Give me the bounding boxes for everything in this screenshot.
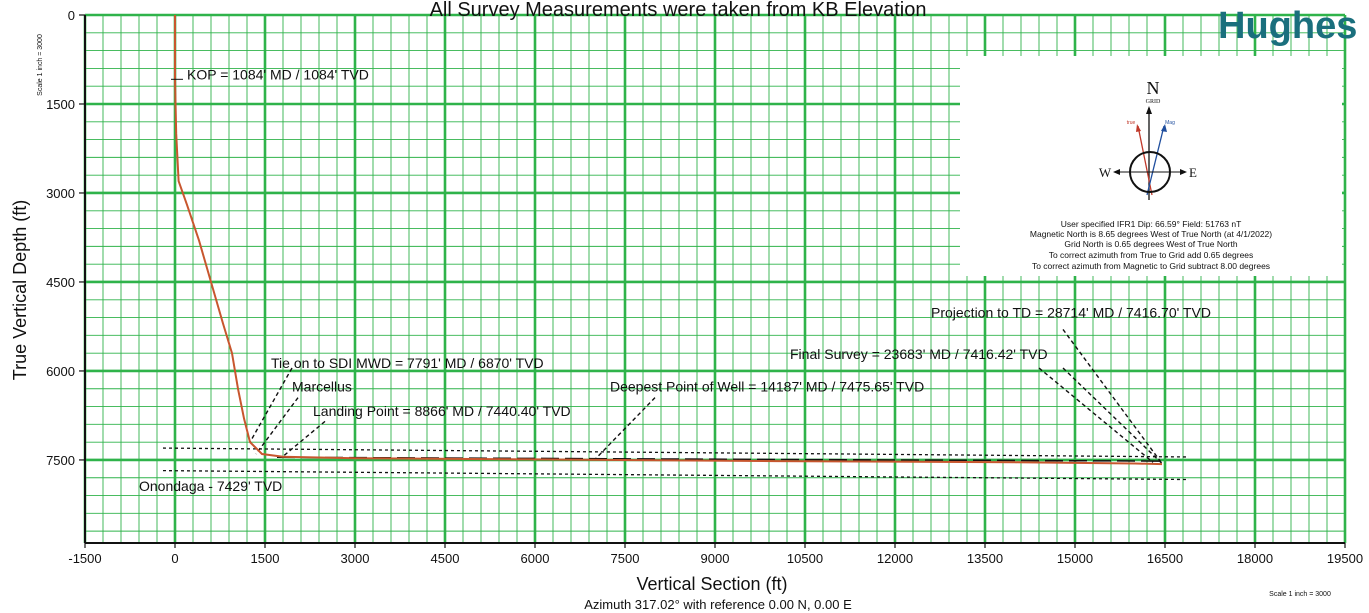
y-axis-label: True Vertical Depth (ft) [10, 200, 30, 380]
x-tick-label: 4500 [431, 551, 460, 566]
chart-title: All Survey Measurements were taken from … [430, 0, 927, 21]
magnetic-north-arrow [1146, 125, 1165, 196]
well-path-line [174, 15, 1163, 466]
true-north-label: true [1127, 120, 1136, 126]
x-tick-label: 19500 [1327, 551, 1363, 566]
y-tick-label: 1500 [46, 97, 75, 112]
x-tick-label: -1500 [68, 551, 101, 566]
compass-east-arrowhead [1180, 169, 1187, 175]
info-box-line-3: Grid North is 0.65 degrees West of True … [1064, 239, 1237, 249]
grid-north-arrowhead [1146, 106, 1152, 114]
compass-north-label: N [1147, 78, 1160, 98]
x-tick-label: 18000 [1237, 551, 1273, 566]
annotation-label: Onondaga - 7429' TVD [139, 478, 282, 494]
annotation-leader-line [249, 367, 293, 443]
y-tick-label: 6000 [46, 364, 75, 379]
annotation-leader-line [1062, 367, 1163, 465]
x-tick-label: 15000 [1057, 551, 1093, 566]
well-path-series [174, 15, 1163, 466]
info-box: N GRID true Mag W E User specified IFR1 … [960, 56, 1342, 276]
x-axis-sublabel: Azimuth 317.02° with reference 0.00 N, 0… [584, 597, 852, 612]
annotation-label: Tie on to SDI MWD = 7791' MD / 6870' TVD [271, 355, 544, 371]
info-box-line-4: To correct azimuth from True to Grid add… [1049, 250, 1254, 260]
true-north-arrowhead [1136, 124, 1141, 132]
x-tick-label: 3000 [341, 551, 370, 566]
x-axis-label: Vertical Section (ft) [636, 574, 787, 594]
x-tick-labels: -1500 0 1500 3000 4500 6000 7500 9000 10500 12000… [68, 543, 1363, 566]
y-tick-label: 3000 [46, 186, 75, 201]
y-tick-labels: 0 1500 3000 4500 6000 7500 [46, 8, 85, 468]
scale-label-left: Scale 1 inch = 3000 [37, 34, 44, 96]
x-tick-label: 9000 [701, 551, 730, 566]
y-tick-label: 4500 [46, 275, 75, 290]
annotation-label: Final Survey = 23683' MD / 7416.42' TVD [790, 346, 1048, 362]
formation-lines [162, 447, 1190, 481]
compass-west-label: W [1099, 165, 1112, 180]
info-box-line-2: Magnetic North is 8.65 degrees West of T… [1030, 229, 1272, 239]
y-tick-label: 0 [68, 8, 75, 23]
annotation-label: Projection to TD = 28714' MD / 7416.70' … [931, 305, 1211, 321]
magnetic-north-label: Mag [1165, 120, 1175, 126]
annotation-leader-line [1038, 367, 1154, 463]
north-arrow-compass-icon: N GRID true Mag W E [1099, 78, 1197, 200]
compass-west-arrowhead [1113, 169, 1120, 175]
annotation-label: Deepest Point of Well = 14187' MD / 7475… [610, 379, 924, 395]
x-tick-label: 16500 [1147, 551, 1183, 566]
info-box-line-5: To correct azimuth from Magnetic to Grid… [1032, 261, 1270, 271]
annotation-leader-lines [249, 329, 1163, 465]
magnetic-north-arrowhead [1161, 124, 1167, 132]
x-tick-label: 12000 [877, 551, 913, 566]
annotation-label: Landing Point = 8866' MD / 7440.40' TVD [313, 403, 571, 419]
y-tick-label: 7500 [46, 453, 75, 468]
x-tick-label: 7500 [611, 551, 640, 566]
annotation-label: KOP = 1084' MD / 1084' TVD [187, 66, 369, 82]
formation-line [162, 447, 1190, 458]
x-tick-label: 6000 [521, 551, 550, 566]
x-tick-label: 13500 [967, 551, 1003, 566]
annotation-leader-line [255, 397, 299, 455]
compass-east-label: E [1189, 165, 1197, 180]
x-tick-label: 10500 [787, 551, 823, 566]
annotation-label: Marcellus [292, 379, 352, 395]
brand-logo-text: Hughes [1218, 5, 1357, 47]
annotation-leader-line [282, 420, 326, 457]
compass-grid-label: GRID [1146, 99, 1161, 105]
scale-label-right: Scale 1 inch = 3000 [1269, 591, 1331, 598]
x-tick-label: 1500 [251, 551, 280, 566]
annotations: KOP = 1084' MD / 1084' TVD Tie on to SDI … [139, 66, 1211, 493]
x-tick-label: 0 [171, 551, 178, 566]
annotation-leader-line [594, 397, 656, 460]
info-box-line-1: User specified IFR1 Dip: 66.59° Field: 5… [1061, 219, 1242, 229]
info-box-background [960, 56, 1342, 276]
